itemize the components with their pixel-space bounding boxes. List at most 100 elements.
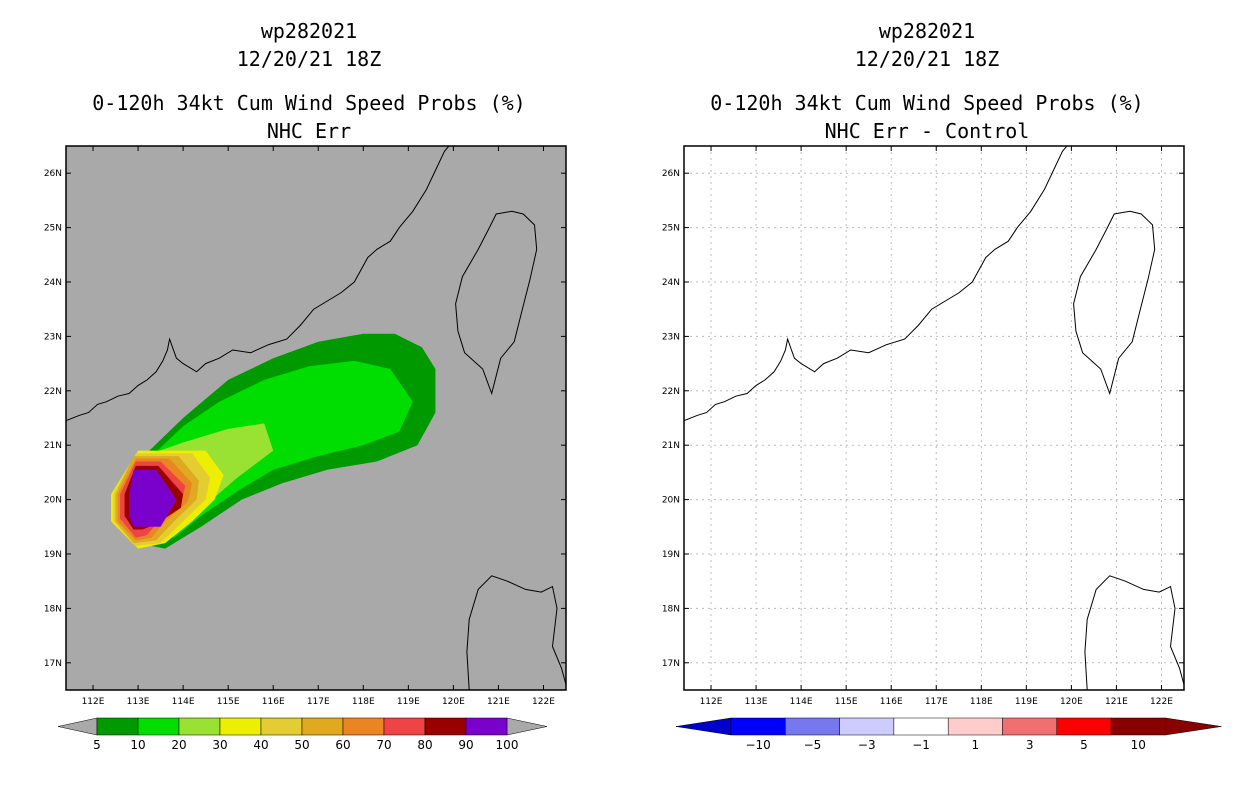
colorbar-label-5: 50 xyxy=(294,738,309,752)
right-gridlines xyxy=(684,146,1184,690)
xtick-label-122: 122E xyxy=(532,697,555,707)
ytick-label-26: 26N xyxy=(44,169,62,179)
colorbar-label-4: 40 xyxy=(253,738,268,752)
colorbar-swatch-6 xyxy=(342,717,385,736)
colorbar-swatch-5 xyxy=(301,717,344,736)
ytick-label-20: 20N xyxy=(44,496,62,506)
xtick-label-120: 120E xyxy=(1060,697,1083,707)
right-plot-background xyxy=(684,146,1184,690)
colorbar-label-7: 70 xyxy=(376,738,391,752)
colorbar-swatch-4 xyxy=(260,717,303,736)
right-colorbar: −10 −5 −3 −1 1 3 5 10 xyxy=(675,717,1222,752)
left-plot-frame xyxy=(65,145,567,691)
right-panel: wp282021 12/20/21 18Z 0-120h 34kt Cum Wi… xyxy=(662,19,1222,752)
colorbar-label-10: 100 xyxy=(496,738,519,752)
colorbar-label-4: 1 xyxy=(972,738,980,752)
colorbar-swatch-6 xyxy=(1056,717,1112,736)
colorbar-label-1: −5 xyxy=(804,738,822,752)
xtick-label-118: 118E xyxy=(970,697,993,707)
xtick-label-113: 113E xyxy=(745,697,768,707)
xtick-label-117: 117E xyxy=(307,697,330,707)
colorbar-label-6: 60 xyxy=(335,738,350,752)
colorbar-label-8: 80 xyxy=(417,738,432,752)
left-coastline xyxy=(66,146,566,690)
ytick-label-24: 24N xyxy=(662,278,680,288)
xtick-label-115: 115E xyxy=(835,697,858,707)
colorbar-label-1: 10 xyxy=(130,738,145,752)
ytick-label-21: 21N xyxy=(44,441,62,451)
xtick-label-119: 119E xyxy=(1015,697,1038,707)
colorbar-swatch-4 xyxy=(947,717,1003,736)
ytick-label-22: 22N xyxy=(662,387,680,397)
right-title: 0-120h 34kt Cum Wind Speed Probs (%) xyxy=(710,91,1143,115)
colorbar-label-0: 5 xyxy=(93,738,101,752)
left-subtitle: NHC Err xyxy=(267,119,351,143)
right-datetime: 12/20/21 18Z xyxy=(855,47,1000,71)
ytick-label-25: 25N xyxy=(44,224,62,234)
left-probability-field xyxy=(111,333,436,549)
xtick-label-114: 114E xyxy=(790,697,813,707)
colorbar-label-9: 90 xyxy=(458,738,473,752)
xtick-label-115: 115E xyxy=(217,697,240,707)
ytick-label-24: 24N xyxy=(44,278,62,288)
ytick-label-21: 21N xyxy=(662,441,680,451)
colorbar-label-6: 5 xyxy=(1080,738,1088,752)
colorbar-swatch-0 xyxy=(730,717,786,736)
xtick-label-116: 116E xyxy=(262,697,285,707)
colorbar-swatch-7 xyxy=(1110,717,1166,736)
ytick-label-25: 25N xyxy=(662,224,680,234)
left-datetime: 12/20/21 18Z xyxy=(237,47,382,71)
xtick-label-122: 122E xyxy=(1150,697,1173,707)
ytick-label-18: 18N xyxy=(44,604,62,614)
ytick-label-18: 18N xyxy=(662,604,680,614)
left-colorbar: 5 10 20 30 40 50 60 70 80 90 100 xyxy=(57,717,548,752)
colorbar-swatch-1 xyxy=(785,717,840,736)
colorbar-label-3: −1 xyxy=(912,738,930,752)
prob-region-90 xyxy=(129,469,177,527)
xtick-label-113: 113E xyxy=(127,697,150,707)
colorbar-swatch-5 xyxy=(1002,717,1058,736)
ytick-label-23: 23N xyxy=(44,332,62,342)
colorbar-arrow-high xyxy=(506,717,548,736)
colorbar-label-2: −3 xyxy=(858,738,876,752)
colorbar-swatch-8 xyxy=(424,717,467,736)
right-coastline xyxy=(684,146,1184,690)
right-plot-frame xyxy=(683,145,1185,691)
xtick-label-118: 118E xyxy=(352,697,375,707)
colorbar-arrow-low xyxy=(57,717,98,736)
ytick-label-20: 20N xyxy=(662,496,680,506)
colorbar-label-5: 3 xyxy=(1026,738,1034,752)
coastline-taiwan xyxy=(1073,210,1156,396)
ytick-label-19: 19N xyxy=(44,550,62,560)
left-storm-id: wp282021 xyxy=(261,19,357,43)
colorbar-swatch-3 xyxy=(893,717,949,736)
coastline-china xyxy=(66,146,450,422)
colorbar-swatch-0 xyxy=(96,717,139,736)
xtick-label-120: 120E xyxy=(442,697,465,707)
colorbar-label-2: 20 xyxy=(171,738,186,752)
coastline-luzon xyxy=(1084,575,1184,690)
xtick-label-112: 112E xyxy=(700,697,723,707)
ytick-label-17: 17N xyxy=(662,659,680,669)
xtick-label-112: 112E xyxy=(82,697,105,707)
left-title: 0-120h 34kt Cum Wind Speed Probs (%) xyxy=(92,91,525,115)
colorbar-arrow-low xyxy=(675,717,732,736)
xtick-label-119: 119E xyxy=(397,697,420,707)
coastline-china xyxy=(684,146,1068,422)
colorbar-swatch-7 xyxy=(383,717,426,736)
right-axes: 112E 113E 114E 115E 116E 117E 118E 119E 120E 121E… xyxy=(662,146,1184,707)
colorbar-swatch-1 xyxy=(137,717,180,736)
colorbar-swatch-9 xyxy=(465,717,508,736)
xtick-label-116: 116E xyxy=(880,697,903,707)
colorbar-label-0: −10 xyxy=(745,738,770,752)
left-axes: 112E 113E 114E 115E 116E 117E 118E 119E 120E 121E… xyxy=(44,146,566,707)
right-subtitle: NHC Err - Control xyxy=(825,119,1030,143)
ytick-label-22: 22N xyxy=(44,387,62,397)
colorbar-arrow-high xyxy=(1165,717,1222,736)
xtick-label-114: 114E xyxy=(172,697,195,707)
coastline-taiwan xyxy=(455,210,538,396)
colorbar-swatch-3 xyxy=(219,717,262,736)
ytick-label-17: 17N xyxy=(44,659,62,669)
